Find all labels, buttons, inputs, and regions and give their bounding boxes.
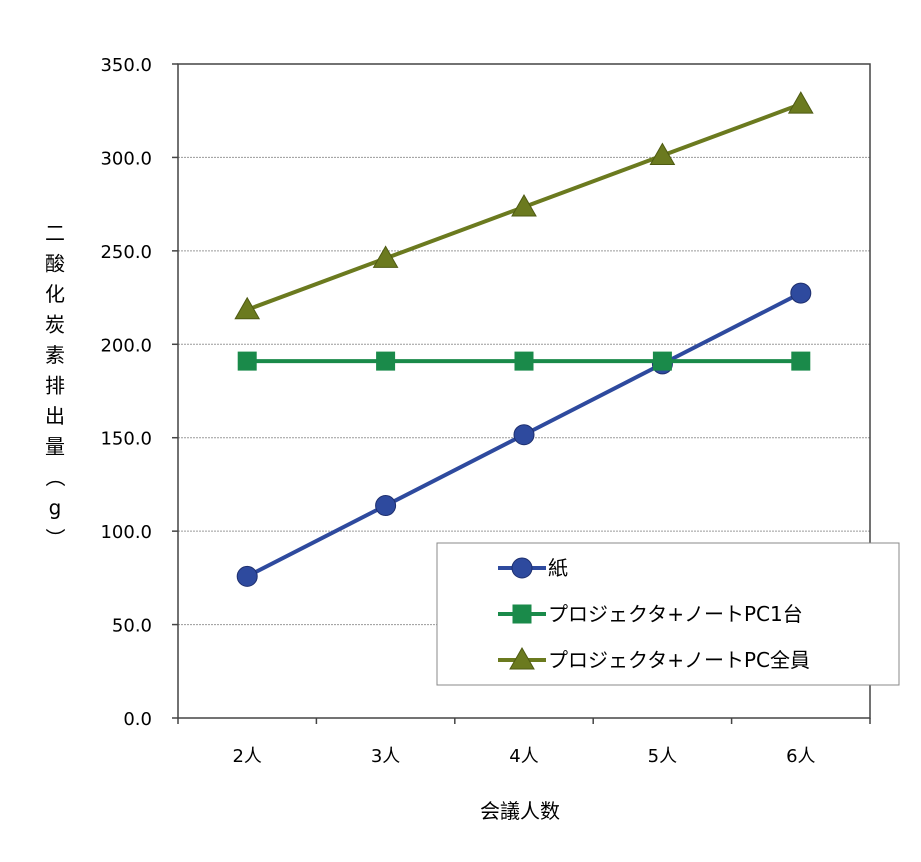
data-point — [509, 646, 535, 670]
x-tick-label: 4人 — [509, 746, 538, 767]
y-axis-title-char: 排 — [45, 374, 65, 398]
data-point — [652, 351, 672, 371]
y-axis-title-char: 出 — [45, 404, 65, 428]
y-axis-title-char: 化 — [45, 282, 65, 306]
data-point — [790, 282, 812, 304]
y-tick-label: 50.0 — [112, 616, 152, 637]
y-axis-ticks: 0.0 50.0 100.0 150.0 200.0 250.0 300.0 350.0 — [100, 55, 178, 730]
series-2 — [234, 91, 814, 320]
data-point — [791, 351, 811, 371]
y-tick-label: 150.0 — [100, 429, 152, 450]
y-axis-title-char: 二 — [45, 221, 65, 245]
series-0 — [236, 282, 812, 587]
x-tick-label: 6人 — [786, 746, 815, 767]
y-tick-label: 250.0 — [100, 242, 152, 263]
y-axis-title-char: g — [49, 496, 62, 520]
x-axis-title: 会議人数 — [480, 799, 560, 823]
data-point — [372, 245, 399, 268]
legend-label: 紙 — [548, 556, 568, 580]
legend-label: プロジェクタ+ノートPC1台 — [548, 602, 803, 626]
y-tick-label: 350.0 — [100, 55, 152, 76]
y-axis-title-char: 酸 — [45, 252, 65, 276]
x-tick-label: 3人 — [371, 746, 400, 767]
x-tick-label: 2人 — [232, 746, 261, 767]
data-point — [376, 351, 396, 371]
data-point — [512, 604, 532, 624]
data-point — [787, 91, 814, 114]
y-tick-label: 300.0 — [100, 148, 152, 169]
y-tick-label: 200.0 — [100, 335, 152, 356]
plot-frame — [177, 63, 871, 719]
legend-item: プロジェクタ+ノートPC1台 — [498, 602, 803, 626]
data-point — [514, 351, 534, 371]
y-axis-title-char: ） — [43, 528, 67, 548]
legend-label: プロジェクタ+ノートPC全員 — [548, 648, 810, 672]
legend-item: 紙 — [498, 556, 568, 580]
y-tick-label: 100.0 — [100, 522, 152, 543]
y-axis-title-char: 量 — [45, 435, 65, 459]
series-1 — [237, 351, 811, 371]
legend-item: プロジェクタ+ノートPC全員 — [498, 646, 810, 672]
y-tick-label: 0.0 — [123, 709, 152, 730]
y-axis-title-char: （ — [43, 467, 67, 487]
y-axis-title-char: 炭 — [45, 313, 65, 337]
data-point — [237, 351, 257, 371]
data-point — [511, 193, 537, 217]
data-point — [513, 424, 535, 446]
data-point — [236, 565, 258, 587]
x-tick-label: 5人 — [648, 746, 677, 767]
data-point — [375, 495, 397, 517]
x-axis-ticks: 2人 3人 4人 5人 6人 — [177, 718, 871, 767]
series-layer — [234, 91, 814, 587]
y-axis-title-char: 素 — [45, 343, 65, 367]
data-point — [511, 557, 533, 579]
data-point — [649, 142, 676, 166]
data-point — [234, 296, 261, 320]
